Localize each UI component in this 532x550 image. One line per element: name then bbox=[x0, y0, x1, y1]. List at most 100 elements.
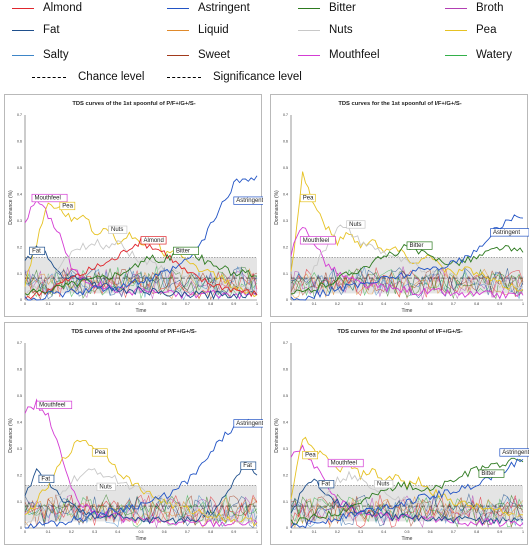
x-axis-label: Time bbox=[136, 536, 147, 542]
background-series-line bbox=[24, 267, 258, 299]
x-tick-label: 0.8 bbox=[208, 530, 213, 534]
annotation-box bbox=[240, 461, 257, 470]
annotation-box bbox=[96, 482, 116, 491]
series-line-mouthfeel bbox=[24, 199, 258, 300]
annotation-mouthfeel: Mouthfeel bbox=[299, 236, 336, 245]
x-tick-label: 0.8 bbox=[208, 302, 213, 306]
series-line-pea bbox=[24, 202, 258, 298]
annotation-nuts: Nuts bbox=[374, 480, 394, 489]
x-tick-label: 0.6 bbox=[428, 302, 433, 306]
legend-item-salty: Salty bbox=[12, 47, 69, 63]
y-tick-label: 0.4 bbox=[283, 192, 288, 196]
y-tick-label: 0.1 bbox=[17, 272, 22, 276]
annotation-box bbox=[478, 469, 505, 478]
background-series-line bbox=[290, 268, 524, 299]
y-tick-label: 0.5 bbox=[283, 394, 288, 398]
annotation-label: Almond bbox=[144, 238, 164, 244]
annotation-box bbox=[499, 448, 529, 457]
legend-item-almond: Almond bbox=[12, 0, 82, 16]
annotation-pea: Pea bbox=[302, 451, 319, 460]
annotation-label: Astringent bbox=[236, 421, 263, 427]
annotation-label: Bitter bbox=[176, 248, 190, 254]
annotation-mouthfeel: Mouthfeel bbox=[36, 400, 73, 409]
y-tick-label: 0 bbox=[20, 526, 22, 530]
annotation-astringent: Astringent bbox=[490, 228, 529, 237]
y-tick-label: 0.4 bbox=[283, 420, 288, 424]
annotation-label: Mouthfeel bbox=[331, 460, 357, 466]
series-line-fat bbox=[290, 478, 524, 525]
legend-item-mouthfeel: Mouthfeel bbox=[298, 47, 380, 63]
x-tick-label: 0.7 bbox=[185, 302, 190, 306]
annotation-mouthfeel: Mouthfeel bbox=[31, 193, 68, 203]
annotation-label: Mouthfeel bbox=[303, 238, 329, 244]
annotation-label: Astringent bbox=[493, 230, 520, 236]
legend-label: Mouthfeel bbox=[329, 49, 380, 61]
x-tick-label: 0.2 bbox=[335, 302, 340, 306]
annotation-box bbox=[233, 419, 263, 428]
annotation-box bbox=[59, 201, 76, 211]
legend-swatch bbox=[445, 29, 467, 31]
annotation-label: Astringent bbox=[502, 450, 529, 456]
chart-panel-1st-spoonful-i: TDS curves for the 1st spoonful of I/F+/… bbox=[270, 94, 529, 317]
annotation-fat: Fat bbox=[318, 480, 335, 489]
series-line-mouthfeel bbox=[290, 227, 524, 300]
legend-label: Fat bbox=[43, 24, 60, 36]
x-tick-label: 0 bbox=[24, 530, 26, 534]
x-tick-label: 0.4 bbox=[115, 530, 120, 534]
x-tick-label: 0.6 bbox=[162, 302, 167, 306]
series-line-bitter bbox=[24, 248, 258, 296]
background-series-line bbox=[290, 266, 524, 300]
y-tick-label: 0.3 bbox=[283, 219, 288, 223]
annotation-box bbox=[374, 480, 394, 489]
y-tick-label: 0.6 bbox=[17, 140, 22, 144]
background-series-line bbox=[290, 496, 524, 529]
legend-label: Astringent bbox=[198, 2, 250, 14]
annotation-astringent: Astringent bbox=[499, 448, 529, 457]
y-tick-label: 0.2 bbox=[283, 245, 288, 249]
x-tick-label: 0.6 bbox=[162, 530, 167, 534]
y-tick-label: 0.6 bbox=[283, 368, 288, 372]
legend-swatch bbox=[12, 7, 34, 9]
y-tick-label: 0.6 bbox=[283, 140, 288, 144]
annotation-label: Nuts bbox=[99, 484, 111, 490]
chart-svg: TDS curves for the 1st spoonful of I/F+/… bbox=[274, 101, 529, 314]
legend-label: Almond bbox=[43, 2, 82, 14]
y-axis-label: Dominance (%) bbox=[8, 190, 14, 225]
y-axis-label: Dominance (%) bbox=[274, 190, 280, 225]
x-tick-label: 0.8 bbox=[474, 302, 479, 306]
legend-label: Nuts bbox=[329, 24, 353, 36]
x-tick-label: 0 bbox=[24, 302, 26, 306]
annotation-box bbox=[346, 220, 366, 229]
series-line-astringent bbox=[290, 214, 524, 301]
series-line-nuts bbox=[24, 468, 258, 527]
annotation-pea: Pea bbox=[91, 448, 108, 457]
annotation-label: Fat bbox=[32, 248, 41, 254]
y-tick-label: 0.6 bbox=[17, 368, 22, 372]
legend-label: Salty bbox=[43, 49, 69, 61]
y-tick-label: 0.1 bbox=[283, 272, 288, 276]
y-axis-label: Dominance (%) bbox=[274, 418, 280, 453]
annotation-box bbox=[302, 451, 319, 460]
background-series-line bbox=[24, 494, 258, 526]
annotation-label: Pea bbox=[62, 203, 73, 209]
x-tick-label: 0.3 bbox=[92, 302, 97, 306]
annotation-nuts: Nuts bbox=[96, 482, 116, 491]
y-tick-label: 0.2 bbox=[17, 473, 22, 477]
annotation-box bbox=[233, 196, 263, 205]
series-line-nuts bbox=[290, 470, 524, 524]
annotation-box bbox=[38, 474, 55, 483]
x-tick-label: 0 bbox=[290, 530, 292, 534]
annotation-label: Nuts bbox=[111, 227, 123, 233]
series-line-fat bbox=[24, 245, 258, 300]
x-tick-label: 0.1 bbox=[46, 302, 51, 306]
annotation-label: Bitter bbox=[481, 471, 495, 477]
legend-swatch bbox=[167, 29, 189, 31]
annotation-astringent: Astringent bbox=[233, 196, 263, 205]
legend-item-sweet: Sweet bbox=[167, 47, 230, 63]
annotation-box bbox=[318, 480, 335, 489]
background-series-line bbox=[24, 494, 258, 526]
series-line-bitter bbox=[290, 457, 524, 526]
x-tick-label: 0.1 bbox=[312, 530, 317, 534]
series-line-pea bbox=[24, 439, 258, 527]
chart-title: TDS curves of the 1st spoonful of P/F+/G… bbox=[72, 101, 195, 107]
